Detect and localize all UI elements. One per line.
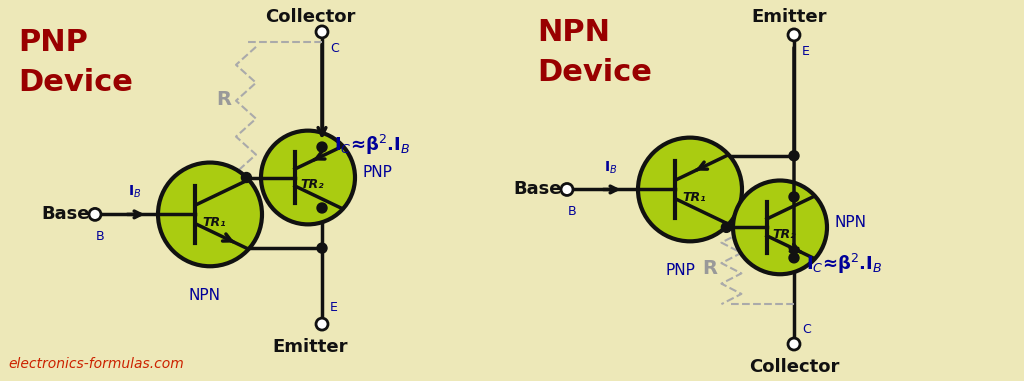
Circle shape <box>261 131 355 224</box>
Text: I$_B$: I$_B$ <box>604 159 617 176</box>
Text: B: B <box>95 231 104 243</box>
Text: I$_B$: I$_B$ <box>128 184 141 200</box>
Circle shape <box>242 173 252 182</box>
Circle shape <box>788 29 800 41</box>
Text: Device: Device <box>537 58 652 87</box>
Circle shape <box>790 192 799 202</box>
Circle shape <box>638 138 742 241</box>
Text: R: R <box>216 90 231 109</box>
Text: NPN: NPN <box>537 18 610 47</box>
Text: Emitter: Emitter <box>752 8 826 26</box>
Text: R: R <box>701 259 717 278</box>
Text: NPN: NPN <box>189 288 221 303</box>
Text: Device: Device <box>18 68 133 97</box>
Text: I$_C$≈β$^2$.I$_B$: I$_C$≈β$^2$.I$_B$ <box>334 133 411 157</box>
Text: PNP: PNP <box>665 263 695 278</box>
Text: TR₂: TR₂ <box>300 178 324 191</box>
Text: TR₁: TR₁ <box>203 216 226 229</box>
Circle shape <box>788 338 800 350</box>
Text: C: C <box>330 42 339 55</box>
Circle shape <box>317 243 327 253</box>
Text: PNP: PNP <box>18 28 88 57</box>
Text: B: B <box>567 205 577 218</box>
Text: Base: Base <box>42 205 90 223</box>
Circle shape <box>733 181 827 274</box>
Text: Emitter: Emitter <box>272 338 348 356</box>
Text: I$_C$≈β$^2$.I$_B$: I$_C$≈β$^2$.I$_B$ <box>806 252 883 276</box>
Circle shape <box>89 208 101 220</box>
Text: electronics-formulas.com: electronics-formulas.com <box>8 357 183 371</box>
Text: E: E <box>330 301 338 314</box>
Text: Base: Base <box>513 181 562 199</box>
Circle shape <box>790 253 799 263</box>
Circle shape <box>721 223 731 232</box>
Circle shape <box>316 318 328 330</box>
Text: PNP: PNP <box>362 165 393 180</box>
Text: C: C <box>802 323 811 336</box>
Text: TR₂: TR₂ <box>772 228 796 241</box>
Circle shape <box>317 203 327 213</box>
Text: NPN: NPN <box>835 215 867 230</box>
Circle shape <box>316 26 328 38</box>
Circle shape <box>158 163 262 266</box>
Circle shape <box>790 151 799 161</box>
Circle shape <box>561 184 573 195</box>
Circle shape <box>317 142 327 152</box>
Text: E: E <box>802 45 810 58</box>
Text: TR₁: TR₁ <box>682 191 706 204</box>
Text: Collector: Collector <box>749 358 840 376</box>
Text: Collector: Collector <box>265 8 355 26</box>
